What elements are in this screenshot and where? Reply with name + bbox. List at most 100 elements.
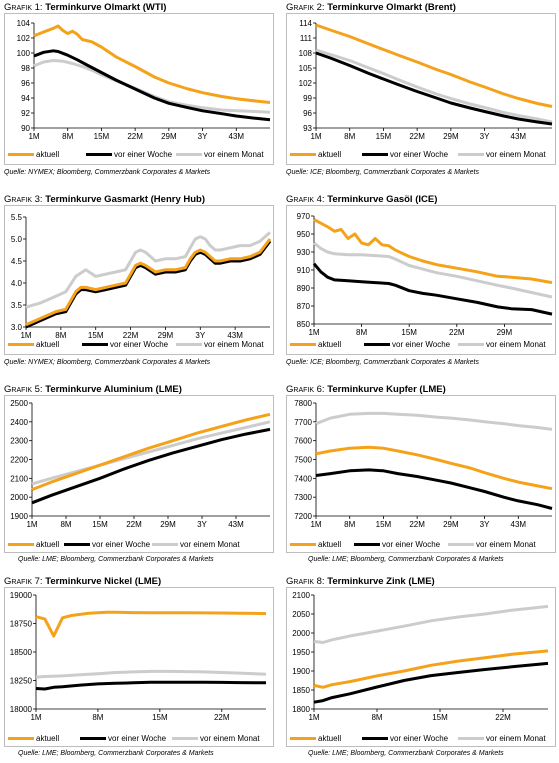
y-tick-label: 5.0 — [11, 235, 23, 244]
x-tick-label: 1M — [20, 331, 31, 340]
chart-title: Grafik 4: Terminkurve Gasöl (ICE) — [286, 194, 438, 205]
chart-source: Quelle: ICE; Bloomberg, Commerzbank Corp… — [286, 359, 479, 366]
legend-item-monat: vor einem Monat — [176, 150, 264, 159]
series-line-vor-einem-Monat — [31, 420, 271, 486]
y-tick-label: 96 — [21, 79, 30, 88]
chart-frame — [4, 205, 274, 355]
x-tick-label: 22M — [449, 328, 465, 337]
chart-panel-1: Grafik 1: Terminkurve Olmarkt (WTI) 90 92… — [4, 2, 274, 180]
series-line-vor-einem-Monat — [313, 604, 549, 644]
legend-item-monat: vor einem Monat — [152, 540, 240, 549]
y-tick-label: 92 — [21, 109, 30, 118]
x-tick-label: 15M — [92, 520, 108, 529]
legend-swatch — [8, 737, 34, 741]
x-tick-label: 43M — [229, 132, 245, 141]
legend-swatch — [8, 543, 34, 547]
x-tick-label: 22M — [409, 520, 425, 529]
x-tick-label: 15M — [432, 713, 448, 722]
x-tick-label: 8M — [371, 713, 382, 722]
y-tick-label: 2200 — [10, 456, 28, 465]
y-tick-label: 1900 — [292, 667, 310, 676]
chart-panel-4: Grafik 4: Terminkurve Gasöl (ICE) 850 870… — [286, 194, 556, 370]
y-tick-label: 2300 — [10, 437, 28, 446]
legend-swatch — [8, 153, 34, 157]
y-tick-label: 7300 — [294, 493, 312, 502]
chart-panel-8: Grafik 8: Terminkurve Zink (LME) 1800 185… — [286, 576, 556, 761]
y-tick-label: 108 — [299, 49, 313, 58]
plot-area: 7200 7300 7400 7500 7600 7700 7800 1M 8M 15M 22M 29… — [294, 399, 553, 529]
y-tick-label: 3.5 — [11, 301, 23, 310]
series-line-vor-einem-Monat — [25, 231, 271, 309]
chart-title: Grafik 3: Terminkurve Gasmarkt (Henry Hu… — [4, 194, 206, 205]
legend-swatch — [362, 153, 388, 157]
y-tick-label: 100 — [17, 49, 31, 58]
x-tick-label: 8M — [344, 520, 355, 529]
legend-item-aktuell: aktuell — [290, 734, 341, 743]
x-tick-label: 22M — [127, 132, 143, 141]
legend-swatch — [8, 343, 34, 347]
y-tick-label: 18000 — [10, 705, 33, 714]
chart-title: Grafik 8: Terminkurve Zink (LME) — [286, 576, 435, 587]
x-tick-label: 15M — [88, 331, 104, 340]
y-tick-label: 5.5 — [11, 213, 23, 222]
chart-source: Quelle: ICE; Bloomberg, Commerzbank Corp… — [286, 169, 479, 176]
legend-item-monat: vor einem Monat — [458, 340, 546, 349]
x-tick-label: 8M — [356, 328, 367, 337]
y-tick-label: 7700 — [294, 418, 312, 427]
chart-source: Quelle: NYMEX; Bloomberg, Commerzbank Co… — [4, 169, 211, 176]
legend-item-woche: vor einer Woche — [86, 150, 172, 159]
legend-item-woche: vor einer Woche — [64, 540, 150, 549]
x-tick-label: 15M — [152, 713, 168, 722]
legend-item-aktuell: aktuell — [290, 540, 341, 549]
y-tick-label: 18250 — [10, 677, 33, 686]
y-tick-label: 1850 — [292, 686, 310, 695]
chart-frame — [4, 13, 274, 165]
x-tick-label: 22M — [214, 713, 230, 722]
series-line-vor-einem-Monat — [33, 59, 271, 114]
legend-item-woche: vor einer Woche — [80, 734, 166, 743]
x-tick-label: 8M — [92, 713, 103, 722]
chart-panel-7: Grafik 7: Terminkurve Nickel (LME) 18000… — [4, 576, 274, 761]
x-tick-label: 43M — [228, 520, 244, 529]
legend-item-monat: vor einem Monat — [458, 150, 546, 159]
x-tick-label: 8M — [55, 331, 66, 340]
plot-area: 18000 18250 18500 18750 19000 1M 8M 15M 22M — [10, 591, 267, 722]
series-line-vor-einer-Woche — [315, 468, 553, 510]
y-tick-label: 1950 — [292, 648, 310, 657]
x-tick-label: 1M — [308, 713, 319, 722]
y-tick-label: 7600 — [294, 437, 312, 446]
y-tick-label: 2100 — [10, 474, 28, 483]
x-tick-label: 43M — [511, 132, 527, 141]
legend-item-monat: vor einem Monat — [448, 540, 536, 549]
x-tick-label: 29M — [160, 520, 176, 529]
y-tick-label: 18750 — [10, 620, 33, 629]
y-tick-label: 19000 — [10, 591, 33, 600]
chart-source: Quelle: LME; Bloomberg, Commerzbank Corp… — [18, 750, 214, 757]
legend-swatch — [80, 737, 106, 741]
y-tick-label: 114 — [299, 19, 312, 28]
chart-panel-3: Grafik 3: Terminkurve Gasmarkt (Henry Hu… — [4, 194, 274, 370]
legend-item-aktuell: aktuell — [290, 340, 341, 349]
y-tick-label: 4.0 — [11, 279, 23, 288]
x-tick-label: 22M — [409, 132, 425, 141]
y-tick-label: 850 — [297, 320, 311, 329]
x-tick-label: 8M — [344, 132, 355, 141]
legend-item-woche: vor einer Woche — [354, 540, 440, 549]
plot-area: 93 96 99 102 105 108 111 114 1M 8M 15M 22M 29M 3Y 43M — [299, 19, 553, 141]
x-tick-label: 3Y — [197, 520, 207, 529]
x-tick-label: 29M — [443, 132, 459, 141]
x-tick-label: 43M — [511, 520, 527, 529]
y-tick-label: 2000 — [292, 629, 310, 638]
y-tick-label: 2000 — [10, 493, 28, 502]
series-line-vor-einer-Woche — [315, 51, 553, 126]
legend-item-aktuell: aktuell — [8, 150, 59, 159]
chart-source: Quelle: NYMEX; Bloomberg, Commerzbank Co… — [4, 359, 211, 366]
legend-item-aktuell: aktuell — [8, 340, 59, 349]
series-line-vor-einer-Woche — [25, 240, 272, 329]
series-line-aktuell — [315, 23, 553, 108]
y-tick-label: 1800 — [292, 705, 310, 714]
chart-source: Quelle: LME; Bloomberg, Commerzbank Corp… — [18, 556, 214, 563]
legend-item-monat: vor einem Monat — [172, 734, 260, 743]
y-tick-label: 102 — [299, 79, 313, 88]
series-line-aktuell — [35, 610, 267, 638]
